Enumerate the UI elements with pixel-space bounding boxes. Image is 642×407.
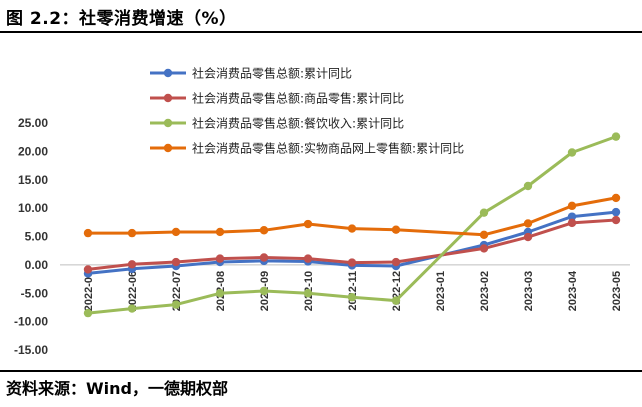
- y-tick-label: 5.00: [25, 230, 49, 244]
- series-point-1: [479, 244, 489, 253]
- series-point-2: [171, 300, 181, 309]
- series-point-3: [391, 225, 401, 234]
- series-point-1: [347, 258, 357, 267]
- legend: 社会消费品零售总额:累计同比社会消费品零售总额:商品零售:累计同比社会消费品零售…: [150, 66, 464, 156]
- legend-label: 社会消费品零售总额:商品零售:累计同比: [192, 91, 404, 106]
- series-point-0: [611, 207, 621, 217]
- series-point-1: [171, 257, 181, 267]
- series-point-2: [567, 148, 577, 157]
- series-point-3: [215, 227, 225, 237]
- series-point-2: [611, 132, 621, 141]
- x-tick-label: 2023-02: [479, 271, 491, 311]
- figure-source: 资料来源：Wind，一德期权部: [6, 379, 228, 398]
- legend-label: 社会消费品零售总额:累计同比: [192, 66, 352, 81]
- series-point-3: [611, 193, 621, 203]
- y-tick-label: -5.00: [21, 286, 49, 300]
- series-point-2: [523, 181, 533, 191]
- series-line-3: [88, 196, 617, 237]
- y-tick-label: 15.00: [18, 173, 48, 187]
- series-point-2: [127, 304, 137, 313]
- legend-swatch-marker: [163, 118, 173, 128]
- series-line-1: [87, 218, 617, 271]
- series-point-3: [259, 226, 269, 235]
- series-point-1: [567, 218, 577, 228]
- legend-label: 社会消费品零售总额:餐饮收入:累计同比: [192, 116, 404, 131]
- series-point-1: [303, 254, 313, 263]
- series-point-2: [303, 289, 313, 298]
- y-tick-label: -15.00: [14, 343, 48, 357]
- y-axis-ticks: 25.00 20.00 15.00 10.00 5.00 0.00 -5.00 -10.00 -…: [14, 116, 48, 357]
- x-tick-label: 2023-04: [567, 270, 579, 311]
- series-point-1: [127, 260, 137, 269]
- series-point-3: [127, 228, 137, 238]
- series-point-1: [391, 257, 401, 267]
- series-point-1: [83, 265, 93, 274]
- x-tick-label: 2023-03: [523, 271, 535, 311]
- series-point-1: [611, 215, 621, 225]
- series-point-3: [83, 228, 93, 238]
- x-tick-label: 2022-12: [391, 271, 403, 311]
- y-tick-label: 25.00: [18, 116, 48, 130]
- series-point-2: [391, 296, 401, 305]
- series-point-2: [259, 286, 269, 296]
- legend-swatch-marker: [163, 68, 173, 78]
- series-point-0: [567, 212, 577, 221]
- series-point-3: [171, 227, 181, 237]
- series-point-3: [479, 230, 489, 239]
- series-lines: [87, 135, 617, 315]
- y-tick-label: 0.00: [25, 258, 49, 272]
- series-point-2: [347, 293, 357, 302]
- series-points: [83, 132, 621, 318]
- y-tick-label: -10.00: [14, 315, 48, 329]
- legend-swatch-marker: [163, 143, 173, 153]
- series-point-1: [259, 253, 269, 262]
- x-tick-label: 2023-05: [611, 271, 623, 311]
- series-line-2: [87, 135, 617, 315]
- series-point-3: [523, 219, 533, 228]
- series-point-2: [83, 308, 93, 318]
- y-tick-label: 20.00: [18, 144, 48, 158]
- series-point-1: [523, 232, 533, 242]
- x-tick-label: 2022-06: [127, 271, 139, 311]
- series-point-3: [303, 219, 313, 229]
- bottom-rule: [0, 370, 642, 372]
- legend-swatch-marker: [163, 93, 173, 103]
- y-tick-label: 10.00: [18, 201, 48, 215]
- x-axis-ticks: 2022-052022-062022-072022-082022-092022-…: [83, 270, 623, 311]
- top-rule: [0, 31, 642, 33]
- legend-label: 社会消费品零售总额:实物商品网上零售额:累计同比: [192, 141, 464, 156]
- series-point-2: [479, 208, 489, 217]
- figure-title: 图 2.2：社零消费增速（%）: [6, 9, 237, 29]
- x-tick-label: 2022-11: [347, 271, 359, 311]
- series-line-0: [87, 210, 617, 275]
- x-tick-label: 2022-05: [83, 271, 95, 311]
- series-point-1: [215, 254, 225, 263]
- series-point-3: [347, 224, 357, 233]
- x-tick-label: 2023-01: [435, 271, 447, 311]
- series-point-3: [567, 201, 577, 211]
- series-point-2: [215, 289, 225, 298]
